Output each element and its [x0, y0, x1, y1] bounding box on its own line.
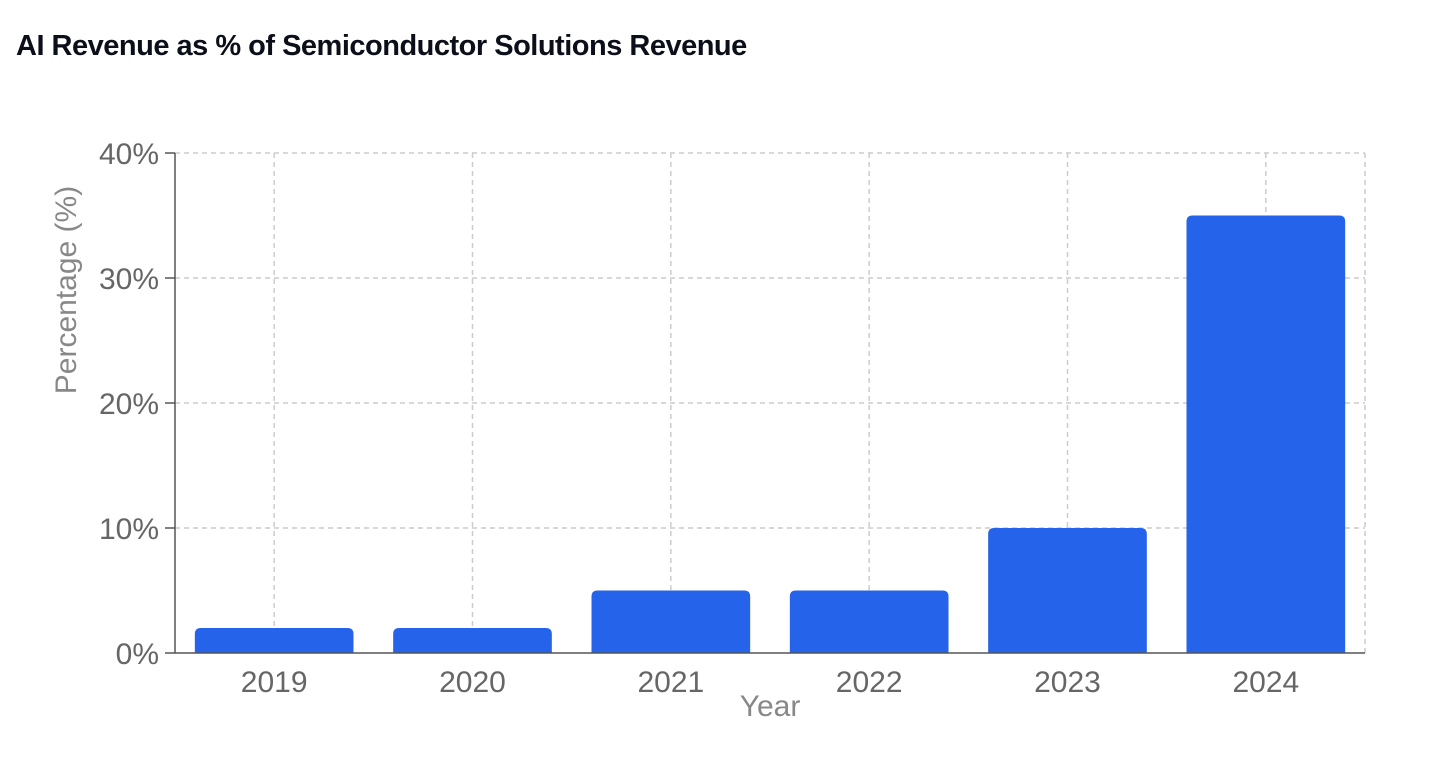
x-tick-labels: 2019 2020 2021 2022 2023 2024	[241, 666, 1299, 699]
bar-2019	[194, 628, 354, 653]
y-tick-label: 30%	[99, 263, 159, 296]
x-axis-title: Year	[740, 690, 801, 723]
y-axis-title: Percentage (%)	[50, 186, 83, 394]
y-tick-label: 20%	[99, 388, 159, 421]
axes	[165, 152, 1365, 654]
y-tick-label: 40%	[99, 138, 159, 171]
y-tick-label: 0%	[116, 638, 159, 671]
x-tick-label: 2024	[1232, 666, 1299, 699]
x-tick-label: 2021	[637, 666, 704, 699]
x-tick-label: 2023	[1034, 666, 1101, 699]
x-tick-label: 2020	[439, 666, 506, 699]
bar-2024	[1186, 215, 1346, 653]
y-tick-label: 10%	[99, 513, 159, 546]
bar-2021	[591, 590, 751, 653]
bar-2022	[789, 590, 949, 653]
y-tick-labels: 0% 10% 20% 30% 40%	[99, 138, 159, 671]
x-tick-label: 2019	[241, 666, 308, 699]
bars	[194, 215, 1346, 653]
x-tick-label: 2022	[836, 666, 903, 699]
chart-title: AI Revenue as % of Semiconductor Solutio…	[16, 30, 747, 62]
bar-2023	[988, 528, 1147, 653]
bar-2020	[393, 628, 552, 653]
